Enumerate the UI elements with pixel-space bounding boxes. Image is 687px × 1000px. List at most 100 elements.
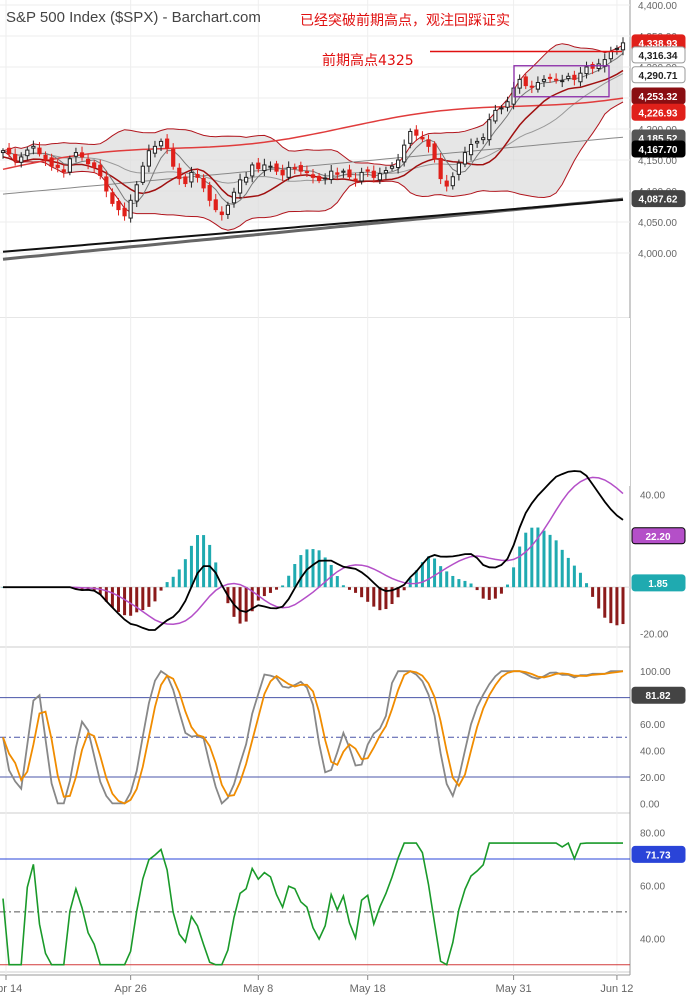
candle-95: [578, 67, 583, 87]
candle-body: [541, 78, 547, 82]
macd-hist-bar-79: [481, 587, 485, 599]
candle-body: [0, 150, 6, 154]
candle-65: [395, 153, 401, 174]
candle-25: [152, 140, 158, 158]
candle-body: [128, 199, 133, 219]
candle-body: [250, 164, 255, 177]
candle-64: [389, 162, 395, 171]
candle-body: [304, 171, 310, 174]
price-level-7-bg: [631, 190, 686, 208]
macd-hist-bar-75: [457, 579, 461, 588]
macd-hist-bar-76: [463, 580, 467, 588]
x-tick-label-0: Apr 14: [0, 983, 22, 995]
stoch-y-label-1: 20.00: [640, 773, 665, 784]
macd-hist-bar-28: [171, 576, 175, 588]
candle-69: [420, 131, 425, 143]
macd-hist-bar-96: [585, 583, 589, 588]
candle-18: [110, 188, 115, 207]
annotation-previous-high: 前期高点4325: [322, 53, 414, 69]
candle-61: [371, 165, 376, 183]
macd-hist-bar-80: [487, 587, 491, 600]
candle-body: [165, 138, 170, 149]
chart-title: S&P 500 Index ($SPX) - Barchart.com: [6, 9, 261, 26]
macd-hist-bar-23: [141, 587, 145, 611]
candle-body: [432, 143, 437, 160]
candle-19: [116, 197, 121, 216]
price-level-2-bg: [631, 66, 686, 84]
stoch-last-value-tag: 81.82: [645, 691, 670, 702]
candle-body: [554, 78, 559, 81]
macd-hist-bar-77: [469, 583, 473, 588]
price-y-label-8: 4,400.00: [638, 1, 677, 12]
macd-hist-bar-55: [335, 576, 339, 588]
candle-14: [85, 154, 91, 170]
candle-body: [140, 165, 145, 183]
macd-hist-bar-50: [305, 549, 309, 588]
candle-body: [183, 176, 188, 185]
macd-hist-bar-68: [414, 570, 418, 588]
macd-hist-bar-93: [566, 557, 570, 588]
rsi-last-value-tag: 71.73: [645, 850, 670, 861]
rsi-line: [2, 841, 623, 966]
candle-body: [213, 199, 218, 211]
macd-hist-bar-46: [281, 585, 285, 588]
candle-58: [353, 172, 358, 187]
macd-hist-bar-31: [189, 545, 193, 588]
annotation-breakout: 已经突破前期高点，观注回踩证实: [300, 13, 510, 29]
candle-body: [104, 176, 109, 192]
candle-1: [6, 142, 12, 158]
macd-hist-bar-81: [493, 587, 497, 599]
candle-9: [55, 159, 60, 173]
rsi-last-value-tag-bg: [631, 845, 686, 863]
candle-body: [262, 164, 267, 172]
bollinger-band-fill: [3, 43, 623, 231]
candle-body: [116, 200, 121, 211]
candle-body: [535, 82, 541, 90]
macd-hist-bar-71: [433, 558, 437, 588]
candle-81: [493, 104, 498, 124]
candle-39: [237, 173, 243, 199]
candle-body: [408, 130, 413, 144]
candle-27: [165, 134, 170, 154]
candle-body: [529, 85, 534, 88]
macd-hist-bar-13: [80, 587, 84, 591]
candle-38: [231, 187, 237, 208]
macd-hist-bar-97: [591, 587, 595, 597]
macd-hist-bar-26: [159, 587, 163, 591]
macd-hist-bar-86: [524, 532, 528, 588]
candle-body: [468, 144, 474, 156]
price-y-label-1: 4,050.00: [638, 218, 677, 229]
macd-hist-bar-40: [244, 587, 248, 622]
candle-body: [219, 211, 224, 216]
candle-body: [256, 162, 261, 170]
macd-hist-bar-41: [250, 587, 254, 612]
macd-hist-bar-29: [177, 569, 181, 588]
rsi-y-label-2: 80.00: [640, 829, 665, 840]
candle-body: [110, 192, 115, 204]
macd-hist-value-tag-bg: [631, 574, 686, 592]
candle-body: [268, 165, 273, 168]
candle-body: [395, 159, 401, 168]
candle-45: [274, 160, 279, 176]
candle-44: [268, 161, 273, 172]
candle-76: [462, 146, 468, 168]
candle-body: [450, 176, 455, 187]
candle-body: [31, 145, 36, 149]
candle-31: [189, 166, 194, 188]
candle-body: [578, 72, 583, 83]
macd-last-value-tag-group: 22.20: [631, 527, 686, 545]
stoch-last-value-tag-bg: [631, 686, 686, 704]
candle-12: [73, 147, 79, 163]
stoch-last-value-tag-group: 81.82: [631, 686, 686, 704]
candle-body: [98, 164, 103, 176]
candle-body: [25, 149, 30, 157]
x-tick-label-1: Apr 26: [114, 983, 146, 995]
macd-hist-bar-38: [232, 587, 236, 617]
ma-50-red: [2, 97, 624, 171]
stoch-y-label-2: 40.00: [640, 747, 665, 758]
candle-body: [298, 165, 303, 172]
candle-60: [365, 166, 370, 177]
candle-body: [310, 174, 316, 178]
rsi-y-label-0: 40.00: [640, 934, 665, 945]
candle-body: [244, 176, 249, 183]
